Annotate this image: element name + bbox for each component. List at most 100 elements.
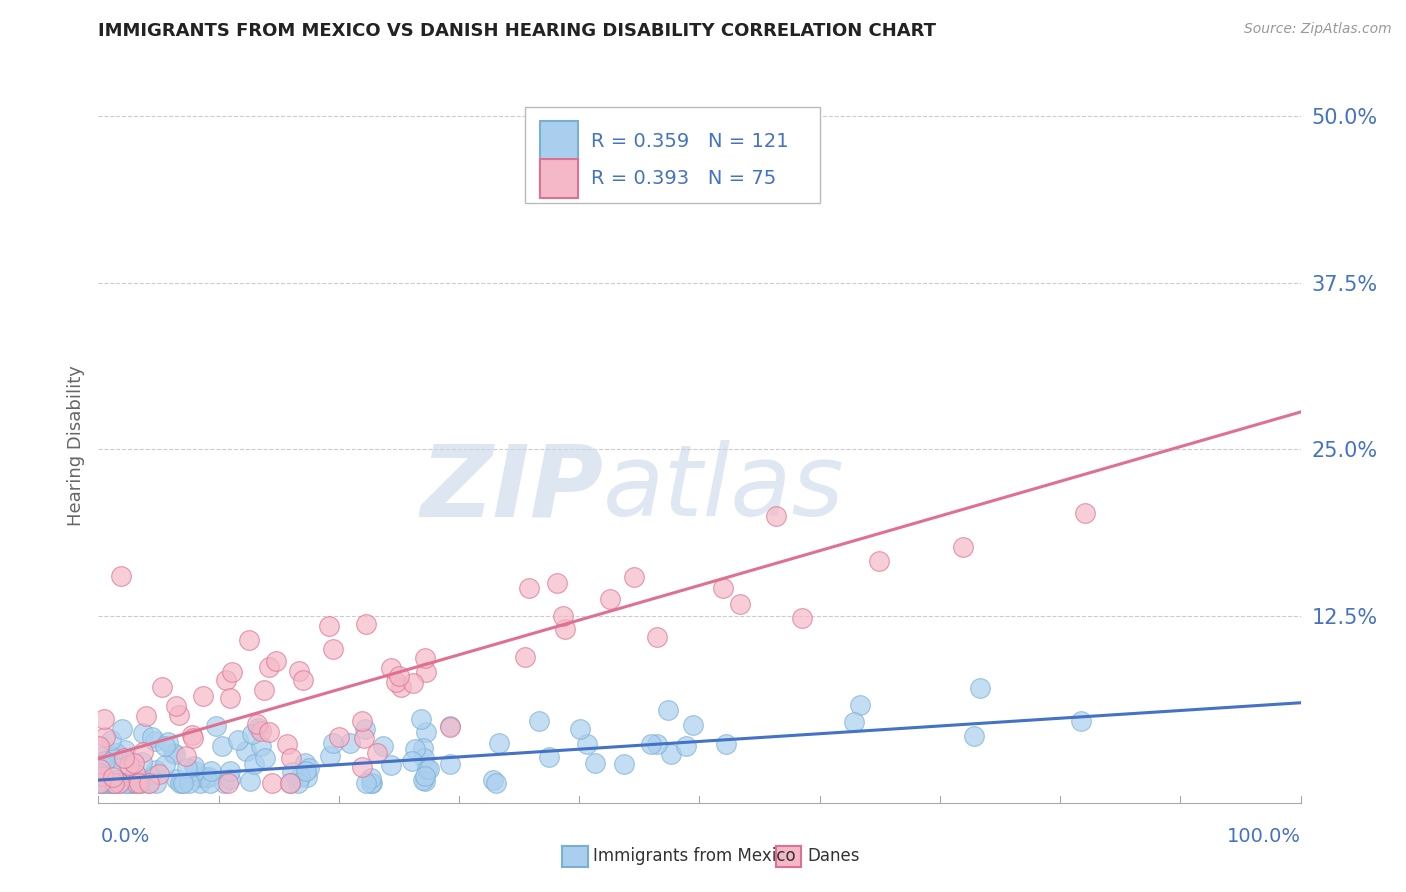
Point	[111, 723, 134, 737]
Point	[554, 622, 576, 636]
Point	[583, 756, 606, 770]
Point	[183, 758, 205, 772]
Point	[145, 776, 167, 790]
Point	[276, 737, 298, 751]
Text: R = 0.359   N = 121: R = 0.359 N = 121	[592, 132, 789, 151]
Point	[728, 598, 751, 612]
Point	[200, 776, 222, 790]
Point	[264, 654, 287, 668]
Point	[120, 776, 142, 790]
Point	[416, 762, 439, 776]
Point	[90, 750, 112, 764]
Point	[103, 776, 125, 790]
Point	[90, 772, 112, 787]
Point	[200, 764, 222, 778]
Text: Danes: Danes	[807, 847, 859, 865]
Point	[188, 776, 211, 790]
Point	[165, 772, 187, 786]
Point	[361, 776, 384, 790]
Point	[180, 728, 202, 742]
Point	[167, 708, 190, 723]
Point	[599, 591, 621, 606]
Point	[219, 764, 242, 779]
Point	[138, 776, 160, 790]
Point	[322, 736, 344, 750]
Point	[295, 770, 318, 784]
Point	[155, 739, 177, 753]
Point	[155, 757, 177, 772]
Point	[280, 750, 302, 764]
Point	[415, 724, 437, 739]
Point	[114, 776, 136, 790]
Point	[713, 581, 735, 595]
Point	[100, 732, 122, 747]
Point	[482, 773, 505, 788]
Point	[963, 730, 986, 744]
Point	[124, 756, 146, 770]
Point	[257, 660, 280, 674]
Text: Source: ZipAtlas.com: Source: ZipAtlas.com	[1244, 22, 1392, 37]
Point	[132, 726, 155, 740]
Point	[98, 776, 121, 790]
Point	[235, 744, 257, 758]
Point	[118, 776, 141, 790]
Point	[179, 776, 201, 790]
Text: 100.0%: 100.0%	[1226, 827, 1301, 846]
Point	[136, 776, 159, 790]
Point	[645, 737, 668, 751]
Point	[135, 708, 157, 723]
Point	[1070, 714, 1092, 728]
Point	[278, 776, 301, 790]
Point	[226, 733, 249, 747]
Point	[114, 743, 136, 757]
Point	[675, 739, 697, 753]
Point	[163, 747, 186, 762]
Point	[111, 751, 134, 765]
Point	[87, 739, 110, 753]
Point	[287, 776, 309, 790]
Point	[401, 754, 423, 768]
Point	[141, 769, 163, 783]
Point	[246, 717, 269, 731]
Point	[121, 776, 143, 790]
Text: 0.0%: 0.0%	[101, 827, 150, 846]
Point	[172, 776, 194, 790]
Point	[166, 698, 188, 713]
Point	[89, 762, 111, 776]
Point	[682, 718, 704, 732]
Point	[105, 772, 128, 787]
Point	[402, 676, 425, 690]
Point	[198, 770, 221, 784]
Point	[352, 714, 374, 728]
Point	[569, 723, 592, 737]
Point	[360, 771, 382, 785]
Text: IMMIGRANTS FROM MEXICO VS DANISH HEARING DISABILITY CORRELATION CHART: IMMIGRANTS FROM MEXICO VS DANISH HEARING…	[98, 22, 936, 40]
Point	[101, 776, 124, 790]
Point	[411, 712, 433, 726]
Point	[413, 769, 436, 783]
Point	[97, 776, 120, 790]
Point	[412, 751, 434, 765]
Point	[221, 665, 243, 680]
Point	[844, 715, 866, 730]
Point	[546, 576, 568, 591]
Point	[240, 727, 263, 741]
Point	[125, 776, 148, 790]
Point	[294, 764, 316, 779]
Point	[239, 773, 262, 788]
Point	[93, 754, 115, 768]
Point	[238, 632, 260, 647]
Point	[380, 660, 402, 674]
Point	[716, 737, 738, 751]
Point	[190, 770, 212, 784]
Point	[157, 735, 180, 749]
Point	[181, 731, 204, 745]
Point	[328, 730, 350, 744]
Point	[659, 747, 682, 762]
Point	[91, 776, 114, 790]
Point	[262, 776, 284, 790]
FancyBboxPatch shape	[526, 107, 820, 203]
Point	[415, 665, 437, 680]
Point	[145, 763, 167, 777]
Point	[439, 720, 461, 734]
